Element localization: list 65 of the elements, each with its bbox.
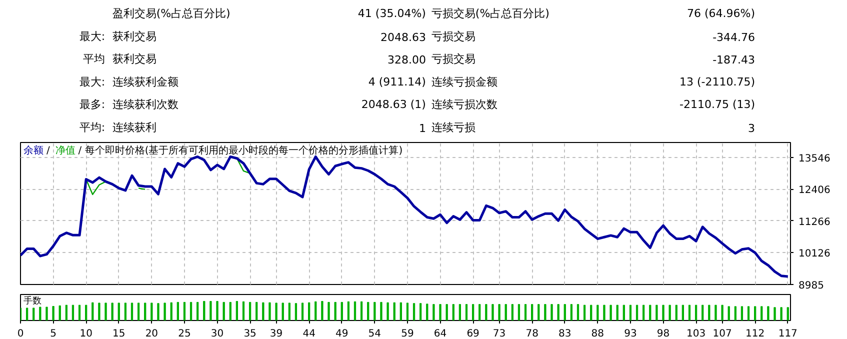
x-tick-label: 98 xyxy=(656,328,670,339)
text: 41 (35.04%) xyxy=(358,7,426,20)
text: 76 (64.96%) xyxy=(687,7,756,20)
text: 最大: xyxy=(79,30,106,43)
text: 亏损交易(%占总百分比) xyxy=(431,7,550,20)
chart-title: 手数 xyxy=(24,296,42,306)
line-series xyxy=(20,155,790,278)
x-tick-label: 49 xyxy=(336,328,348,339)
text: 连续获利 xyxy=(112,121,156,134)
text: 最多: xyxy=(79,98,106,112)
text: 2048.63 (1) xyxy=(361,98,426,112)
x-tick-label: 83 xyxy=(558,328,572,339)
x-tick-label: 78 xyxy=(526,328,538,339)
x-tick-label: 54 xyxy=(368,328,382,339)
x-tick-label: 59 xyxy=(401,328,414,339)
text: -2110.75 (13) xyxy=(680,98,756,112)
y-tick-label: 10126 xyxy=(798,248,830,260)
x-tick-label: 69 xyxy=(466,328,480,339)
text: -187.43 xyxy=(712,54,756,67)
text: 平均 xyxy=(83,52,106,66)
y-tick-label: 12406 xyxy=(798,185,830,196)
x-tick-label: 44 xyxy=(302,328,316,339)
x-tick-label: 15 xyxy=(112,328,126,339)
text: 连续亏损次数 xyxy=(431,98,498,112)
x-tick-label: 103 xyxy=(686,328,706,339)
x-tick-label: 5 xyxy=(50,328,56,339)
text: 连续亏损 xyxy=(431,121,476,134)
y-tick-label: 11266 xyxy=(798,216,830,228)
x-tick-label: 117 xyxy=(778,328,798,339)
text: 亏损交易 xyxy=(431,30,476,43)
text: 净值 xyxy=(55,144,76,156)
x-tick-label: 112 xyxy=(746,328,765,339)
text: 13 (-2110.75) xyxy=(680,75,756,88)
annotation: / 每个即时价格(基于所有可利用的最小时段的每一个价格的分形插值计算) xyxy=(78,144,403,156)
x-tick-label: 30 xyxy=(210,328,224,339)
y-tick-label: 13546 xyxy=(798,153,830,164)
x-tick-label: 25 xyxy=(178,328,191,339)
y-tick-label: 8985 xyxy=(798,280,824,292)
annotation: / xyxy=(46,146,50,156)
x-tick-label: 73 xyxy=(492,328,506,339)
x-tick-label: 39 xyxy=(270,328,283,339)
text: 1 xyxy=(418,122,426,135)
x-tick-label: 64 xyxy=(434,328,447,339)
text: 平均: xyxy=(79,121,106,134)
text: 连续亏损金额 xyxy=(431,75,498,88)
x-tick-label: 0 xyxy=(17,328,24,339)
text: 最大: xyxy=(79,75,106,88)
x-tick-label: 88 xyxy=(591,328,604,339)
text: 4 (911.14) xyxy=(368,75,426,88)
text: 连续获利次数 xyxy=(112,98,178,112)
text: 3 xyxy=(748,122,756,135)
text: 获利交易 xyxy=(112,52,156,66)
x-tick-label: 107 xyxy=(712,328,732,339)
x-tick-label: 93 xyxy=(624,328,637,339)
x-tick-label: 10 xyxy=(80,328,92,339)
text: 获利交易 xyxy=(112,30,156,43)
text: -344.76 xyxy=(712,30,756,44)
x-tick-label: 20 xyxy=(145,328,158,339)
text: 连续获利金额 xyxy=(112,75,178,88)
text: 328.00 xyxy=(387,54,426,67)
text: 盈利交易(%占总百分比) xyxy=(112,7,230,20)
text: 余额 xyxy=(24,144,44,156)
text: 2048.63 xyxy=(380,30,426,44)
text: 亏损交易 xyxy=(431,52,476,66)
x-tick-label: 35 xyxy=(244,328,256,339)
